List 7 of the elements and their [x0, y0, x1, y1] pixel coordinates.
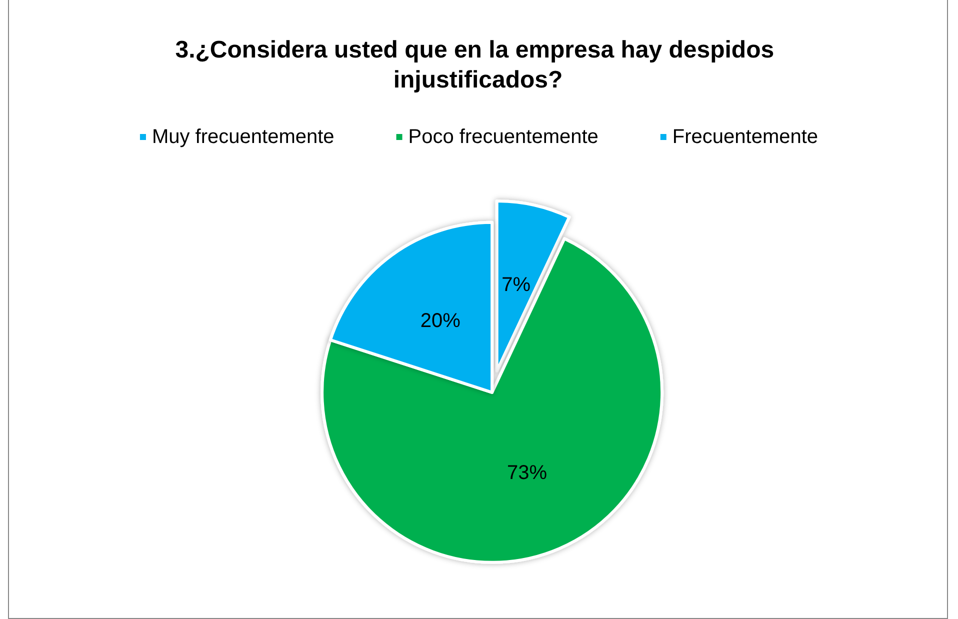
data-label: 20% — [420, 310, 461, 332]
data-label: 7% — [502, 274, 531, 296]
chart-title: 3.¿Considera usted que en la empresa hay despidos injustificados? — [175, 36, 781, 94]
data-label: 73% — [507, 462, 548, 484]
legend-label: Muy frecuentemente — [152, 126, 334, 148]
legend-label: Frecuentemente — [672, 126, 818, 148]
legend-label: Poco frecuentemente — [408, 126, 598, 148]
